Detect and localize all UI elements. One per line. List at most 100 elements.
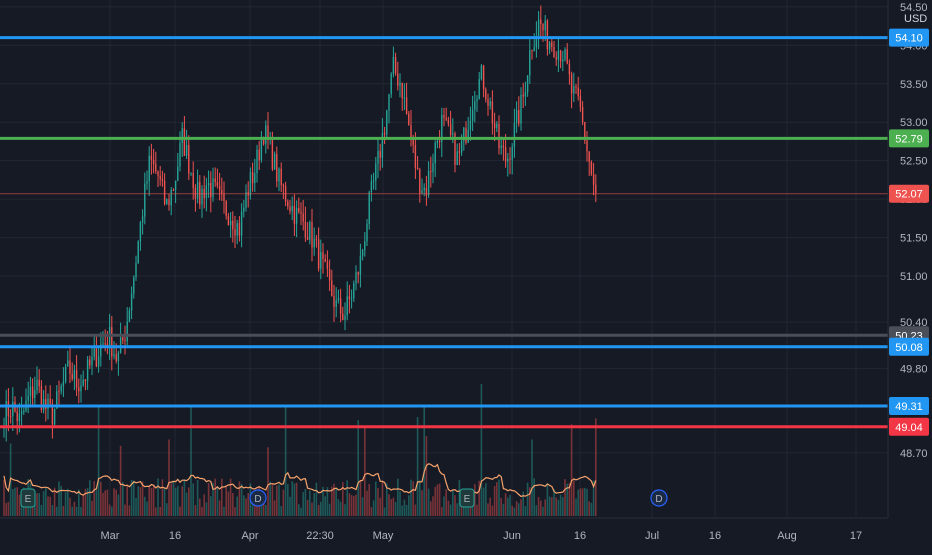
volume-bar	[564, 479, 566, 516]
price-label-text: 49.31	[895, 401, 923, 413]
volume-bar	[315, 482, 318, 516]
candle-body	[298, 207, 300, 212]
volume-bar	[317, 504, 320, 516]
candle-body	[207, 183, 210, 186]
volume-bar	[559, 494, 562, 516]
candle-body	[366, 223, 368, 242]
volume-bar	[38, 493, 40, 516]
volume-bar	[449, 504, 452, 516]
dividend-marker-badge[interactable]	[249, 489, 267, 507]
volume-bar	[452, 490, 454, 516]
x-tick-label: Jun	[503, 530, 521, 542]
candle-body	[36, 379, 38, 391]
candle-body	[515, 110, 518, 123]
candle-body	[423, 187, 425, 191]
volume-bar	[548, 496, 551, 516]
earnings-marker-badge[interactable]	[20, 488, 36, 508]
volume-bar	[383, 507, 386, 516]
candle-body	[372, 180, 375, 182]
volume-bar	[410, 479, 412, 516]
candle-body	[278, 168, 280, 182]
candle-body	[392, 56, 395, 74]
volume-bar	[361, 497, 364, 516]
earnings-marker[interactable]: E	[20, 488, 36, 508]
candle-body	[379, 150, 381, 158]
volume-bar	[577, 489, 579, 516]
horizontal-lines[interactable]	[0, 36, 888, 429]
candle-body	[326, 261, 329, 270]
dividend-marker[interactable]: D	[249, 489, 267, 507]
volume-bar	[159, 506, 161, 516]
candle-body	[344, 315, 346, 321]
candle-body	[86, 359, 89, 381]
x-tick-label: 16	[709, 530, 721, 542]
volume-bar	[568, 483, 571, 516]
volume-bar	[148, 486, 150, 516]
volume-bar	[122, 482, 124, 516]
volume-bar	[465, 501, 467, 516]
volume-bar	[491, 505, 494, 516]
volume-bar	[592, 480, 595, 516]
candle-body	[117, 352, 120, 362]
x-tick-label: May	[373, 530, 394, 542]
candle-body	[322, 252, 324, 259]
volume-bar	[247, 493, 249, 516]
volume-bar	[69, 497, 71, 516]
x-tick-label: 17	[850, 530, 862, 542]
volume-bar	[441, 507, 443, 516]
candle-body	[518, 110, 520, 124]
volume-bar	[526, 482, 529, 516]
time-axis[interactable]	[0, 518, 888, 550]
volume-bar	[227, 491, 230, 516]
volume-bar	[251, 495, 254, 516]
candle-body	[236, 223, 238, 236]
volume-bar	[557, 499, 560, 516]
price-label-box	[889, 417, 929, 436]
candle-body	[507, 158, 509, 162]
volume-bar	[320, 501, 322, 516]
event-marker-label: E	[464, 494, 471, 505]
candle-body	[221, 190, 223, 194]
volume-bar	[295, 482, 298, 516]
candle-body	[537, 19, 540, 36]
volume-bar	[544, 499, 546, 516]
volume-bar	[493, 486, 496, 516]
candle-body	[524, 92, 527, 97]
dividend-marker[interactable]: D	[650, 489, 668, 507]
dividend-marker-badge[interactable]	[650, 489, 668, 507]
candle-body	[58, 391, 60, 393]
volume-bar	[355, 494, 357, 516]
candle-body	[476, 99, 478, 102]
candle-body	[5, 401, 7, 428]
x-tick-label: 16	[169, 530, 181, 542]
volume-bar	[168, 439, 170, 516]
volume-bar	[485, 483, 487, 516]
candle-body	[357, 272, 359, 275]
volume-bar	[573, 480, 575, 516]
volume-bar	[445, 489, 447, 516]
candle-body	[315, 238, 318, 240]
volume-bar	[386, 483, 388, 516]
volume-bar	[229, 478, 232, 516]
volume-bar	[271, 483, 274, 516]
candle-body	[185, 145, 188, 156]
candle-body	[377, 150, 379, 164]
candle-body	[573, 86, 575, 94]
volume-bar	[482, 487, 485, 516]
volume-bar	[234, 507, 236, 516]
earnings-marker[interactable]: E	[459, 488, 475, 508]
currency-label: USD	[904, 13, 927, 25]
volume-bar	[328, 503, 331, 516]
volume-bar	[236, 496, 238, 516]
candle-body	[568, 63, 571, 75]
price-axis[interactable]	[888, 0, 932, 518]
volume-bar	[172, 480, 175, 516]
volume-bar	[161, 479, 164, 516]
earnings-marker-badge[interactable]	[459, 488, 475, 508]
candle-body	[465, 127, 467, 143]
x-tick-label: 22:30	[306, 530, 334, 542]
candle-body	[304, 221, 307, 238]
